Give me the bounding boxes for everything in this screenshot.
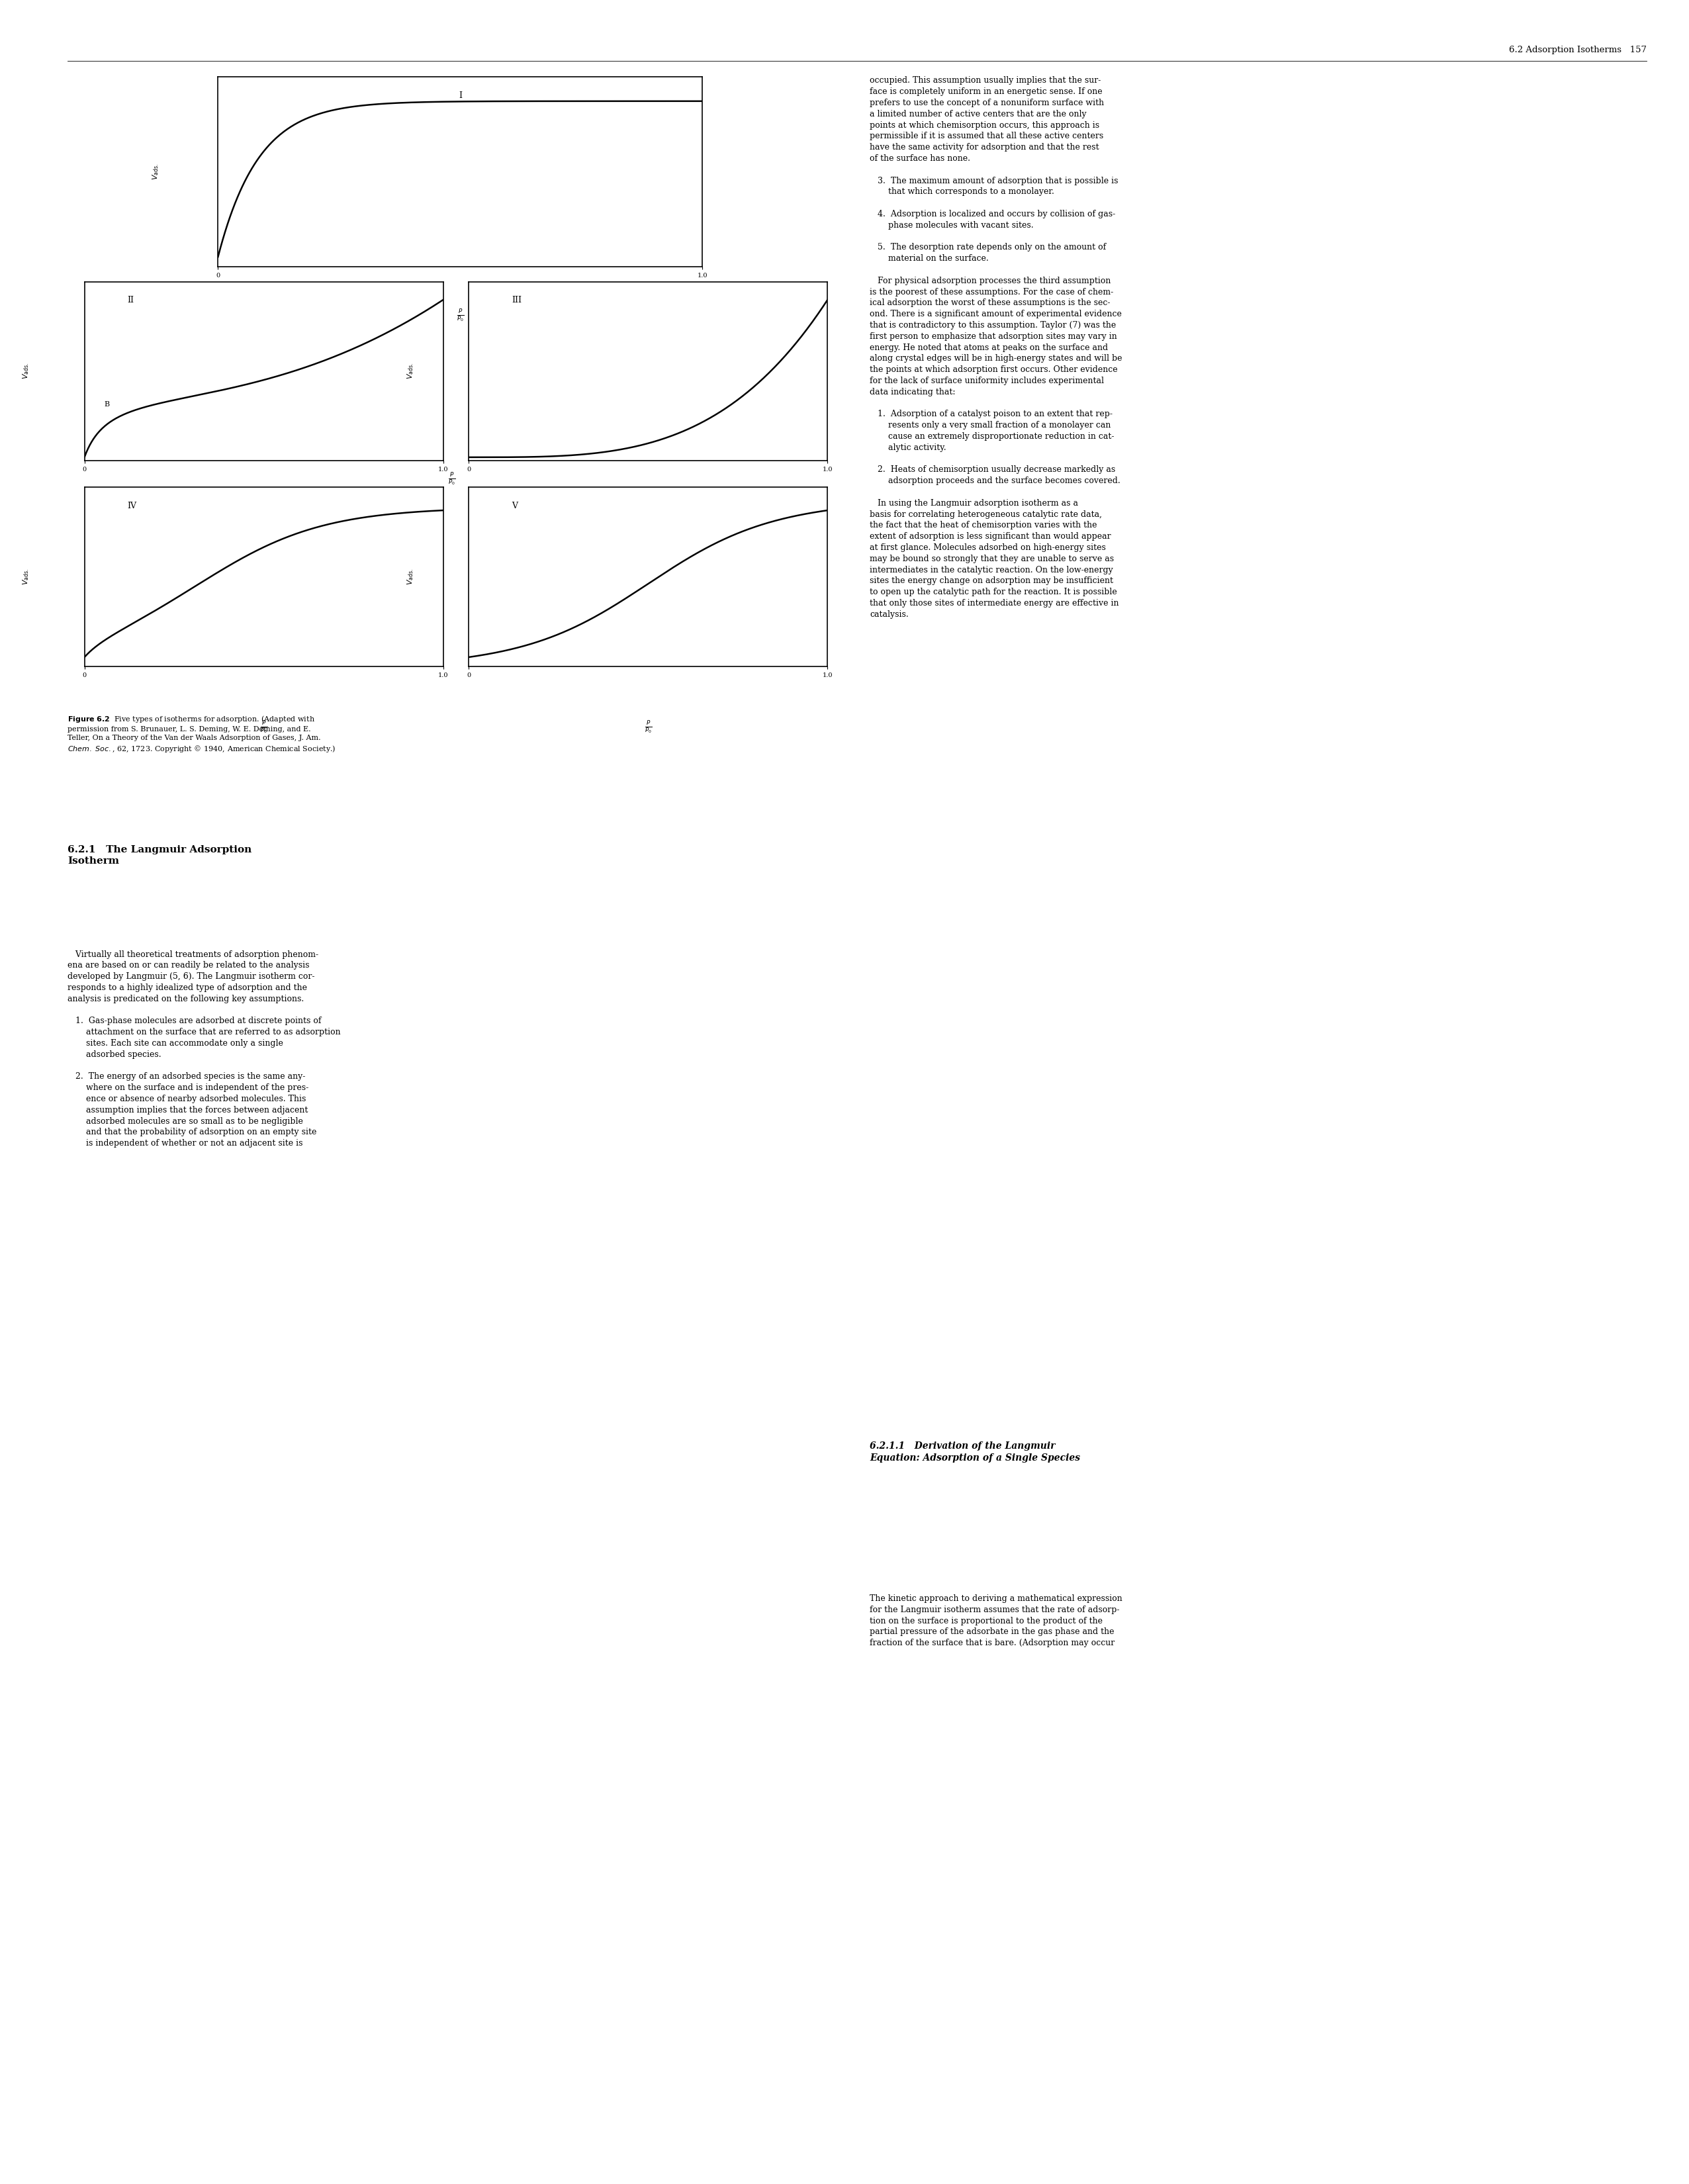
Text: IV: IV [128, 502, 137, 509]
Text: 6.2.1.1   Derivation of the Langmuir
Equation: Adsorption of a Single Species: 6.2.1.1 Derivation of the Langmuir Equat… [870, 1441, 1081, 1463]
Text: $\frac{P}{P_0}$: $\frac{P}{P_0}$ [260, 721, 267, 736]
Text: $\frac{P}{P_0}$: $\frac{P}{P_0}$ [456, 308, 464, 323]
Text: $V_{\sf ads.}$: $V_{\sf ads.}$ [405, 363, 415, 380]
Text: $\mathbf{Figure\ 6.2}$  Five types of isotherms for adsorption. (Adapted with
pe: $\mathbf{Figure\ 6.2}$ Five types of iso… [68, 714, 336, 753]
Text: II: II [128, 297, 133, 304]
Text: $\frac{P}{P_0}$: $\frac{P}{P_0}$ [448, 472, 456, 487]
Text: Virtually all theoretical treatments of adsorption phenom-
ena are based on or c: Virtually all theoretical treatments of … [68, 950, 341, 1147]
Text: III: III [512, 297, 522, 304]
Text: $V_{\sf ads.}$: $V_{\sf ads.}$ [22, 568, 30, 585]
Text: $V_{\sf ads.}$: $V_{\sf ads.}$ [150, 164, 160, 179]
Text: 6.2 Adsorption Isotherms   157: 6.2 Adsorption Isotherms 157 [1508, 46, 1647, 55]
Text: V: V [512, 502, 519, 509]
Text: $\frac{P}{P_0}$: $\frac{P}{P_0}$ [645, 721, 652, 736]
Text: The kinetic approach to deriving a mathematical expression
for the Langmuir isot: The kinetic approach to deriving a mathe… [870, 1594, 1123, 1647]
Text: 6.2.1   The Langmuir Adsorption
Isotherm: 6.2.1 The Langmuir Adsorption Isotherm [68, 845, 252, 865]
Text: B: B [105, 402, 110, 408]
Text: $V_{\sf ads.}$: $V_{\sf ads.}$ [22, 363, 30, 380]
Text: occupied. This assumption usually implies that the sur-
face is completely unifo: occupied. This assumption usually implie… [870, 76, 1121, 618]
Text: I: I [459, 92, 461, 100]
Text: $V_{\sf ads.}$: $V_{\sf ads.}$ [405, 568, 415, 585]
